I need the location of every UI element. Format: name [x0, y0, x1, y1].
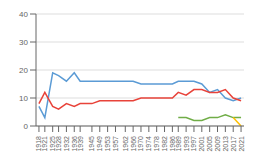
svg-text:1932: 1932: [63, 136, 70, 152]
svg-text:1936: 1936: [70, 136, 78, 152]
svg-text:1928: 1928: [55, 136, 62, 152]
svg-text:1970: 1970: [137, 136, 144, 152]
svg-text:1974: 1974: [145, 136, 152, 152]
svg-text:2001: 2001: [198, 136, 205, 152]
svg-text:2013: 2013: [222, 136, 229, 152]
svg-text:1918: 1918: [35, 136, 43, 152]
svg-text:2005: 2005: [206, 136, 213, 152]
svg-text:1993: 1993: [183, 136, 190, 152]
svg-text:1966: 1966: [130, 136, 137, 152]
svg-text:10: 10: [19, 94, 28, 103]
svg-text:1953: 1953: [104, 136, 111, 152]
svg-text:30: 30: [19, 38, 28, 47]
svg-text:1978: 1978: [153, 136, 160, 152]
svg-text:1949: 1949: [96, 136, 103, 152]
svg-text:1982: 1982: [161, 136, 168, 152]
svg-text:2021: 2021: [238, 136, 245, 152]
svg-text:1997: 1997: [190, 136, 197, 152]
svg-text:1957: 1957: [112, 136, 119, 152]
svg-text:0: 0: [24, 122, 29, 131]
svg-text:1986: 1986: [168, 136, 176, 152]
svg-text:1962: 1962: [122, 136, 129, 152]
svg-text:1939: 1939: [77, 136, 84, 152]
svg-text:1921: 1921: [41, 136, 48, 152]
svg-text:1945: 1945: [88, 136, 95, 152]
svg-text:2009: 2009: [214, 136, 221, 152]
svg-text:40: 40: [19, 10, 28, 19]
svg-text:20: 20: [19, 66, 28, 75]
svg-text:1925: 1925: [49, 136, 57, 152]
svg-text:1989: 1989: [175, 136, 182, 152]
svg-text:2017: 2017: [230, 136, 237, 152]
